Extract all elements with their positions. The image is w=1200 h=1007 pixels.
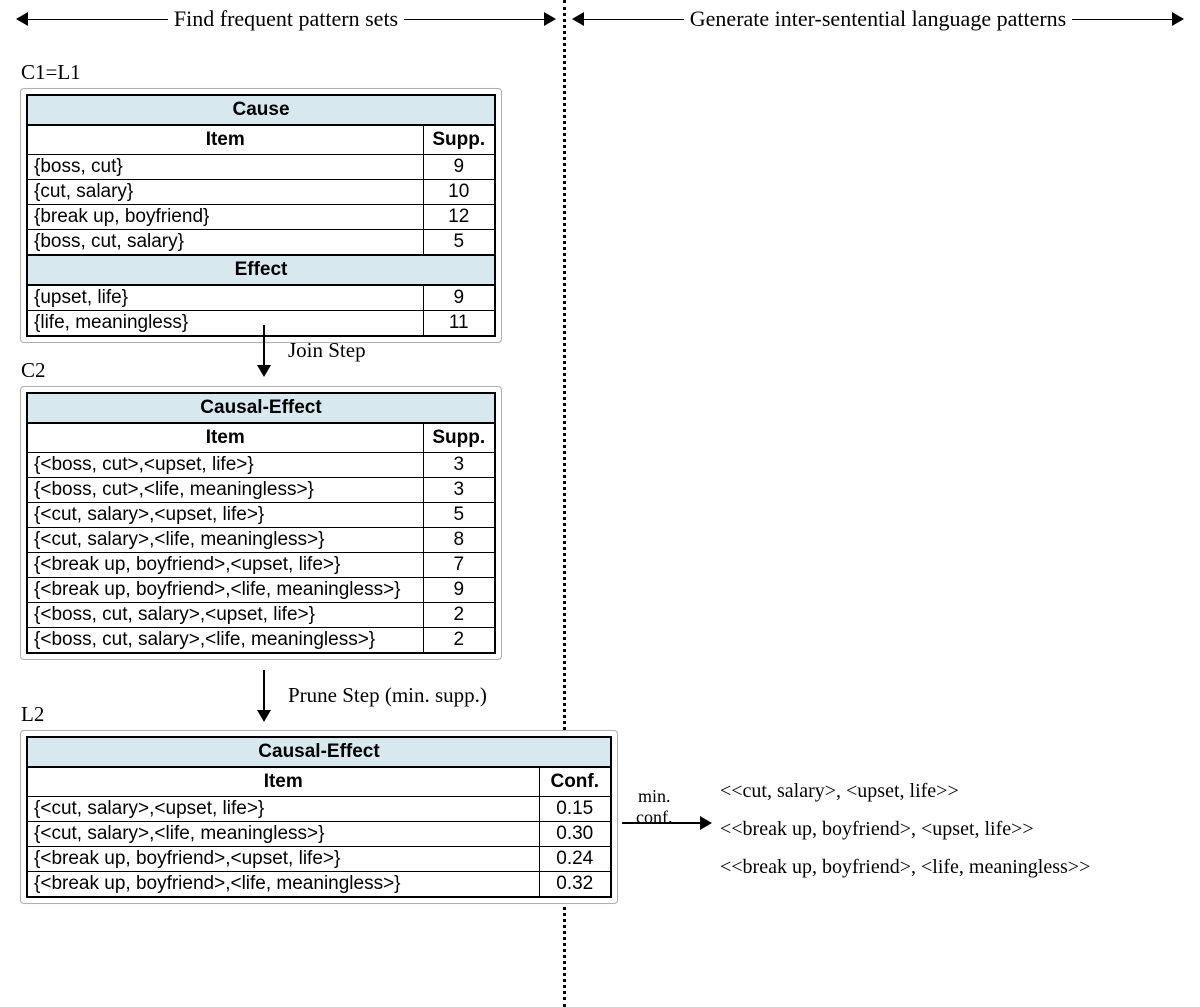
table2-col-supp: Supp. <box>423 423 495 453</box>
table2-title: Causal-Effect <box>27 393 495 423</box>
table2: Causal-Effect Item Supp. {<boss, cut>,<u… <box>26 392 496 654</box>
table2-col-item: Item <box>27 423 423 453</box>
table-row: {boss, cut, salary}5 <box>27 230 495 256</box>
table3-title: Causal-Effect <box>27 737 611 767</box>
table-row: {<boss, cut, salary>,<life, meaningless>… <box>27 628 495 654</box>
table1-cause-head: Cause <box>27 95 495 125</box>
table-row: {<cut, salary>,<life, meaningless>}8 <box>27 528 495 553</box>
table1-effect-head: Effect <box>27 255 495 285</box>
arrow-head-right-icon <box>1172 12 1184 26</box>
table3-card: Causal-Effect Item Conf. {<cut, salary>,… <box>20 730 618 904</box>
table-row: {<break up, boyfriend>,<upset, life>}7 <box>27 553 495 578</box>
table1: Cause Item Supp. {boss, cut}9 {cut, sala… <box>26 94 496 337</box>
output-pattern-3: <<break up, boyfriend>, <life, meaningle… <box>720 856 1090 879</box>
minconf-label: min. conf. <box>636 786 672 827</box>
table-row: {upset, life}9 <box>27 285 495 311</box>
table2-card: Causal-Effect Item Supp. {<boss, cut>,<u… <box>20 386 502 660</box>
arrow-right-icon <box>700 816 712 830</box>
table1-card: Cause Item Supp. {boss, cut}9 {cut, sala… <box>20 88 502 343</box>
arrow-down-icon <box>257 710 271 722</box>
arrow-head-right-icon <box>544 12 556 26</box>
header-line <box>28 19 168 20</box>
arrow-down-icon <box>257 365 271 377</box>
header-line <box>404 19 544 20</box>
arrow-join <box>257 325 271 377</box>
table3: Causal-Effect Item Conf. {<cut, salary>,… <box>26 736 612 898</box>
header-right: Generate inter-sentential language patte… <box>572 6 1184 32</box>
table-row: {<cut, salary>,<upset, life>}5 <box>27 503 495 528</box>
arrow-prune <box>257 670 271 722</box>
table-row: {break up, boyfriend}12 <box>27 205 495 230</box>
arrow-join-label: Join Step <box>288 338 366 363</box>
table-row: {<boss, cut, salary>,<upset, life>}2 <box>27 603 495 628</box>
arrow-prune-label: Prune Step (min. supp.) <box>288 683 487 708</box>
table-row: {<cut, salary>,<upset, life>}0.15 <box>27 797 611 822</box>
table1-col-supp: Supp. <box>423 125 495 155</box>
header-left-label: Find frequent pattern sets <box>168 6 404 32</box>
table-row: {cut, salary}10 <box>27 180 495 205</box>
arrow-head-left-icon <box>572 12 584 26</box>
table3-col-item: Item <box>27 767 539 797</box>
table3-col-conf: Conf. <box>539 767 611 797</box>
output-pattern-2: <<break up, boyfriend>, <upset, life>> <box>720 818 1034 841</box>
table-row: {<break up, boyfriend>,<life, meaningles… <box>27 578 495 603</box>
table-row: {boss, cut}9 <box>27 155 495 180</box>
table3-label: L2 <box>21 702 44 727</box>
table1-label: C1=L1 <box>21 60 81 85</box>
output-pattern-1: <<cut, salary>, <upset, life>> <box>720 780 959 803</box>
table2-label: C2 <box>21 358 46 383</box>
header-left: Find frequent pattern sets <box>16 6 556 32</box>
header-line <box>584 19 684 20</box>
table-row: {<boss, cut>,<upset, life>}3 <box>27 453 495 478</box>
header-right-label: Generate inter-sentential language patte… <box>684 6 1072 32</box>
table-row: {<break up, boyfriend>,<upset, life>}0.2… <box>27 847 611 872</box>
arrow-head-left-icon <box>16 12 28 26</box>
table-row: {<boss, cut>,<life, meaningless>}3 <box>27 478 495 503</box>
table-row: {<break up, boyfriend>,<life, meaningles… <box>27 872 611 898</box>
table1-col-item: Item <box>27 125 423 155</box>
table-row: {<cut, salary>,<life, meaningless>}0.30 <box>27 822 611 847</box>
header-line <box>1072 19 1172 20</box>
